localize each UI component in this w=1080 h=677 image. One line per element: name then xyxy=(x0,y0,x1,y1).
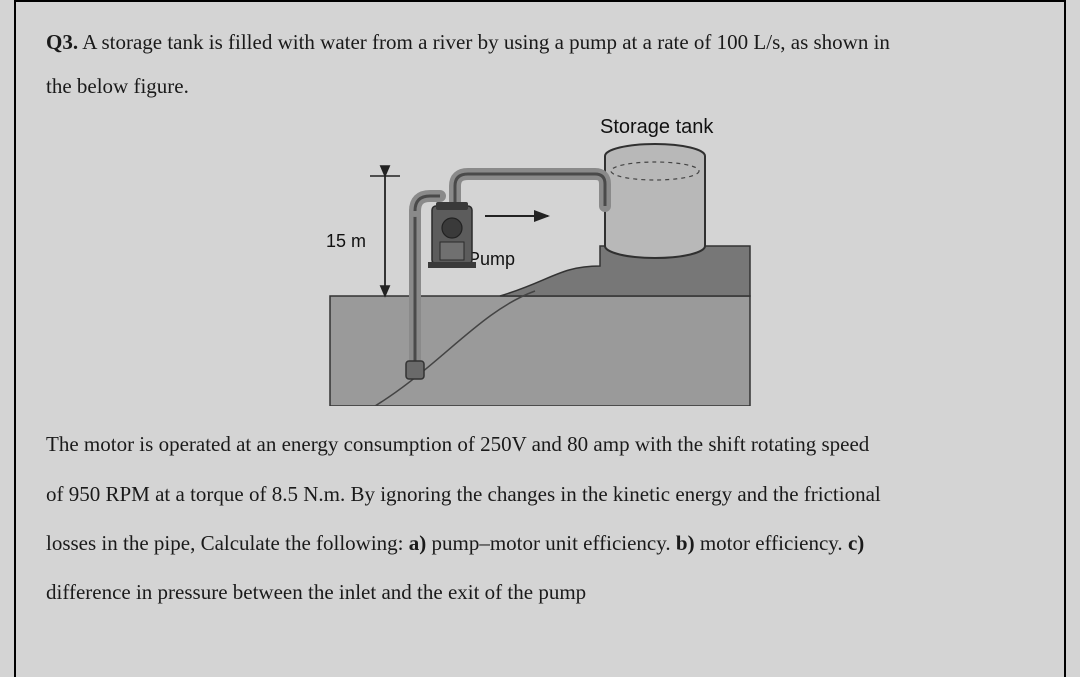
body-line-2: of 950 RPM at a torque of 8.5 N.m. By ig… xyxy=(46,482,881,506)
body-line-4: difference in pressure between the inlet… xyxy=(46,580,586,604)
part-a-label: a) xyxy=(409,531,427,555)
question-intro: Q3. A storage tank is filled with water … xyxy=(46,20,1034,64)
storage-tank xyxy=(605,144,705,258)
figure: Storage tank 15 m Pump xyxy=(300,116,780,406)
part-b-label: b) xyxy=(676,531,695,555)
dimension-15m xyxy=(370,176,400,296)
diagram-svg xyxy=(300,116,780,406)
ground-rect xyxy=(330,296,750,406)
question-number: Q3. xyxy=(46,30,78,54)
pump-icon xyxy=(428,202,476,268)
body-line-3-pre: losses in the pipe, Calculate the follow… xyxy=(46,531,409,555)
part-a-text: pump–motor unit efficiency. xyxy=(426,531,676,555)
body-line-1: The motor is operated at an energy consu… xyxy=(46,432,869,456)
intro-line-1: A storage tank is filled with water from… xyxy=(82,30,890,54)
part-b-text: motor efficiency. xyxy=(695,531,848,555)
part-c-label: c) xyxy=(848,531,864,555)
body-paragraph: The motor is operated at an energy consu… xyxy=(46,420,1034,617)
question-panel: Q3. A storage tank is filled with water … xyxy=(14,0,1066,677)
intro-line-2: the below figure. xyxy=(46,64,1034,108)
